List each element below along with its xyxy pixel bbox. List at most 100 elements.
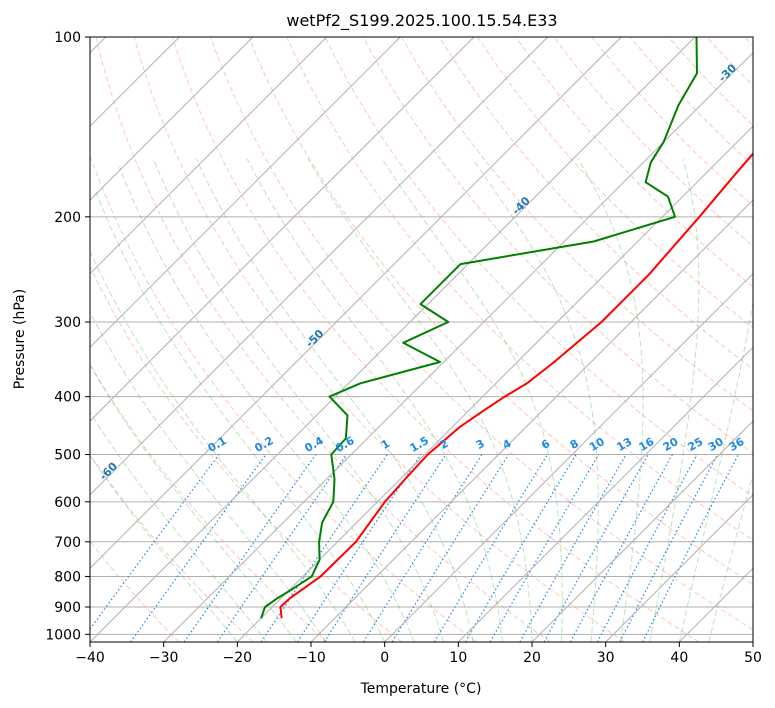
isotherm-line (384, 272, 753, 642)
y-tick-label: 400 (54, 390, 81, 406)
mixing-ratio-label: 2 (438, 437, 451, 452)
mixing-ratio-label: 3 (474, 437, 487, 452)
isotherm-line (90, 37, 549, 496)
y-tick-label: 500 (54, 448, 81, 464)
mixing-ratio-label: 0.4 (302, 434, 326, 455)
x-tick-label: −40 (75, 650, 105, 666)
plot-frame (89, 36, 754, 643)
dry-adiabat (133, 37, 625, 642)
isotherm-label: -30 (716, 61, 739, 84)
sounding-series (260, 37, 753, 619)
dry-adiabat (591, 37, 753, 207)
moist-adiabat (195, 158, 474, 642)
x-tick-label: 10 (449, 650, 467, 666)
dry-adiabat (629, 37, 753, 167)
y-tick-label: 200 (54, 210, 81, 226)
isotherm-line (310, 199, 753, 642)
mixing-ratio-label: 6 (539, 437, 552, 452)
mixing-ratio-line (296, 454, 422, 642)
x-axis: −40 −30 −20 −10 0 10 20 30 40 50 (75, 642, 762, 666)
mixing-ratio-label: 13 (614, 435, 634, 454)
y-tick-label: 700 (54, 535, 81, 551)
isotherm-line (236, 125, 753, 642)
isotherm-label: -60 (97, 460, 120, 483)
isotherm-line (678, 567, 753, 642)
mixing-ratio-line (464, 454, 577, 642)
y-axis: 100 200 300 400 500 600 700 800 900 1000 (45, 30, 90, 643)
mixing-ratio-line (90, 454, 220, 631)
mixing-ratio-line (569, 454, 673, 642)
dry-adiabat (90, 453, 254, 642)
x-tick-label: −30 (149, 650, 179, 666)
moist-adiabat (307, 158, 533, 642)
y-tick-label: 900 (54, 600, 81, 616)
x-tick-label: 40 (670, 650, 688, 666)
dry-adiabat (706, 37, 753, 87)
mixing-ratio-line (619, 454, 719, 642)
moist-adiabat (381, 158, 563, 642)
moist-adiabat (577, 158, 644, 642)
moist-adiabat (90, 454, 238, 642)
mixing-ratio-label: 0.1 (206, 434, 229, 455)
mixing-ratio-lines (90, 454, 739, 642)
isotherm-label: -50 (303, 327, 326, 350)
pressure-gridlines (90, 37, 753, 635)
x-tick-label: 50 (744, 650, 762, 666)
dry-adiabat (286, 37, 753, 541)
mixing-ratio-label: 36 (727, 435, 747, 454)
mixing-ratio-line (433, 454, 549, 642)
dry-adiabat (400, 37, 753, 412)
y-tick-label: 300 (54, 315, 81, 331)
isotherm-line (163, 51, 753, 642)
isotherm-line (457, 346, 753, 642)
dry-adiabat (95, 37, 551, 642)
dry-adiabat (744, 37, 753, 47)
mixing-ratio-label: 20 (661, 435, 681, 454)
dewpoint-profile-line (260, 37, 698, 619)
isotherm-line (90, 37, 475, 422)
isotherm-line (90, 37, 401, 349)
mixing-ratio-line (596, 454, 698, 642)
mixing-ratio-line (642, 454, 739, 642)
mixing-ratio-line (362, 454, 483, 642)
dry-adiabat (668, 37, 753, 127)
y-tick-label: 800 (54, 569, 81, 585)
x-tick-label: 0 (380, 650, 389, 666)
temperature-profile-line (279, 152, 753, 619)
mixing-ratio-line (130, 454, 267, 642)
mixing-ratio-line (391, 454, 510, 642)
isotherm-line (90, 37, 328, 275)
x-tick-label: 30 (597, 650, 615, 666)
isotherm-line (531, 420, 753, 642)
isotherm-line (605, 493, 753, 642)
x-tick-label: 20 (523, 650, 541, 666)
moist-adiabat (90, 311, 327, 642)
dry-adiabat (90, 363, 328, 642)
mixing-ratio-line (489, 454, 600, 642)
moist-adiabat (90, 364, 297, 642)
dry-adiabat (248, 37, 753, 586)
dry-adiabat (553, 37, 753, 247)
dry-adiabat (362, 37, 753, 454)
moist-adiabat (90, 411, 268, 642)
moist-adiabat (678, 299, 753, 642)
plot-area: 0.10.20.40.611.52346810131620253036-70-6… (90, 37, 753, 642)
moist-adiabat (472, 158, 599, 642)
y-tick-label: 100 (54, 30, 81, 46)
moist-adiabat (118, 166, 415, 642)
y-axis-label: Pressure (hPa) (12, 289, 28, 389)
x-tick-label: −10 (296, 650, 326, 666)
isotherm-label: -40 (510, 194, 533, 217)
dry-adiabat (477, 37, 753, 329)
moist-adiabat (152, 158, 445, 642)
dry-adiabat (438, 37, 753, 370)
y-tick-label: 1000 (45, 627, 81, 643)
dry-adiabats (90, 37, 753, 642)
x-tick-label: −20 (223, 650, 253, 666)
moist-adiabat (246, 158, 503, 642)
dry-adiabat (210, 37, 753, 631)
mixing-ratio-label: 0.2 (252, 434, 275, 455)
x-axis-label: Temperature (°C) (360, 681, 482, 697)
dry-adiabat (90, 265, 403, 642)
